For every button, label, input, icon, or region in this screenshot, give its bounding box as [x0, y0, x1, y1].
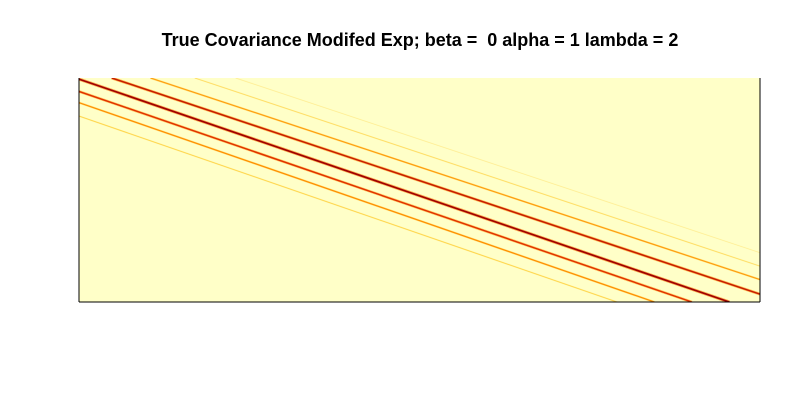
- heatmap-bands: [79, 78, 760, 302]
- heatmap-band: [79, 90, 693, 302]
- heatmap-band: [150, 78, 760, 281]
- heatmap-band: [79, 78, 730, 302]
- heatmap-band: [79, 115, 618, 302]
- heatmap-band: [194, 78, 760, 267]
- heatmap-band: [111, 78, 760, 295]
- heatmap-band: [79, 102, 655, 302]
- heatmap-background: [79, 78, 760, 302]
- heatmap-band: [235, 78, 760, 254]
- chart-title: True Covariance Modifed Exp; beta = 0 al…: [161, 30, 679, 50]
